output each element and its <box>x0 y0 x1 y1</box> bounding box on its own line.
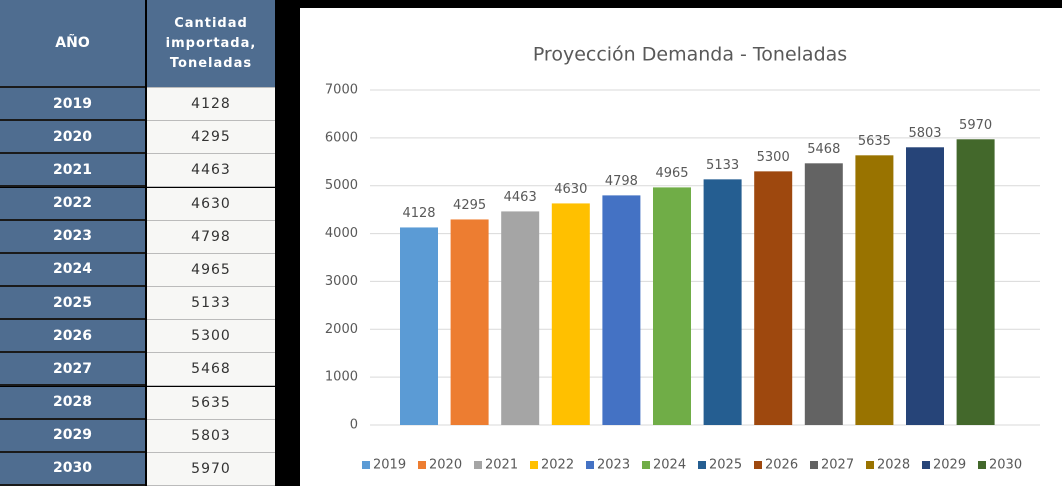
table-cell: 2029 <box>0 419 145 453</box>
table-cell: 5970 <box>147 452 275 486</box>
data-label: 5468 <box>807 142 840 157</box>
table-cell: 4295 <box>147 121 275 155</box>
legend-label: 2019 <box>373 458 406 473</box>
y-tick-label: 4000 <box>325 226 358 241</box>
table-cell: 2027 <box>0 353 145 387</box>
data-label: 4463 <box>504 190 537 205</box>
legend-swatch <box>418 461 426 469</box>
chart-title: Proyección Demanda - Toneladas <box>533 44 847 66</box>
table-cell: 4630 <box>147 187 275 221</box>
table-cell: 2025 <box>0 287 145 321</box>
legend-swatch <box>642 461 650 469</box>
legend-label: 2021 <box>485 458 518 473</box>
table-cell: 2020 <box>0 121 145 155</box>
table: AÑO Cantidad importada, Toneladas 2019 4128… <box>0 0 275 486</box>
legend-swatch <box>474 461 482 469</box>
y-tick-label: 6000 <box>325 130 358 145</box>
legend-swatch <box>362 461 370 469</box>
bar <box>450 219 489 425</box>
table-cell: 4128 <box>147 88 275 122</box>
table-cell: 5133 <box>147 287 275 321</box>
data-label: 4798 <box>605 174 638 189</box>
legend-label: 2027 <box>821 458 854 473</box>
legend-swatch <box>922 461 930 469</box>
legend-swatch <box>978 461 986 469</box>
legend-label: 2023 <box>597 458 630 473</box>
chart: Proyección Demanda - Toneladas 0 1000 2000… <box>300 8 1062 486</box>
table-cell: 4965 <box>147 253 275 287</box>
table-cell: 2019 <box>0 88 145 122</box>
table-cell: 2021 <box>0 154 145 188</box>
legend-label: 2026 <box>765 458 798 473</box>
table-cell: 2026 <box>0 320 145 354</box>
bar <box>400 227 438 425</box>
legend-label: 2029 <box>933 458 966 473</box>
table-cell: 5635 <box>147 386 275 420</box>
table-cell: 2022 <box>0 187 145 221</box>
y-tick-label: 0 <box>350 418 358 433</box>
legend-label: 2024 <box>653 458 686 473</box>
table-cell: 4463 <box>147 154 275 188</box>
legend-swatch <box>530 461 538 469</box>
bar <box>754 171 793 425</box>
legend-swatch <box>698 461 706 469</box>
y-tick-label: 3000 <box>325 274 358 289</box>
legend-swatch <box>866 461 874 469</box>
data-label: 4630 <box>554 182 587 197</box>
bar <box>551 203 590 425</box>
table-cell: 5300 <box>147 320 275 354</box>
legend-swatch <box>586 461 594 469</box>
data-label: 5133 <box>706 158 739 173</box>
legend-label: 2022 <box>541 458 574 473</box>
data-label: 4965 <box>655 166 688 181</box>
data-label: 5635 <box>858 134 891 149</box>
table-header: Cantidad importada, Toneladas <box>147 0 275 88</box>
table-cell: 5468 <box>147 353 275 387</box>
legend-label: 2025 <box>709 458 742 473</box>
bar <box>855 155 894 425</box>
table-cell: 2023 <box>0 220 145 254</box>
data-label: 5970 <box>959 118 992 133</box>
bar <box>804 163 843 425</box>
legend-label: 2028 <box>877 458 910 473</box>
table-cell: 5803 <box>147 419 275 453</box>
legend-swatch <box>810 461 818 469</box>
bar <box>501 211 540 425</box>
table-cell: 2024 <box>0 253 145 287</box>
legend-label: 2030 <box>989 458 1022 473</box>
data-label: 5300 <box>757 150 790 165</box>
bar <box>703 179 742 425</box>
table-cell: 2028 <box>0 386 145 420</box>
y-tick-label: 1000 <box>325 370 358 385</box>
bar <box>653 187 691 425</box>
bar <box>956 139 995 426</box>
bar <box>906 147 944 425</box>
table-cell: 4798 <box>147 220 275 254</box>
bar <box>602 195 641 425</box>
data-label: 4295 <box>453 198 486 213</box>
y-tick-label: 5000 <box>325 178 358 193</box>
legend-swatch <box>754 461 762 469</box>
data-label: 4128 <box>402 206 435 221</box>
table-cell: 2030 <box>0 452 145 486</box>
data-label: 5803 <box>908 126 941 141</box>
y-tick-label: 2000 <box>325 322 358 337</box>
table-header: AÑO <box>0 0 145 88</box>
legend-label: 2020 <box>429 458 462 473</box>
y-tick-label: 7000 <box>325 83 358 98</box>
